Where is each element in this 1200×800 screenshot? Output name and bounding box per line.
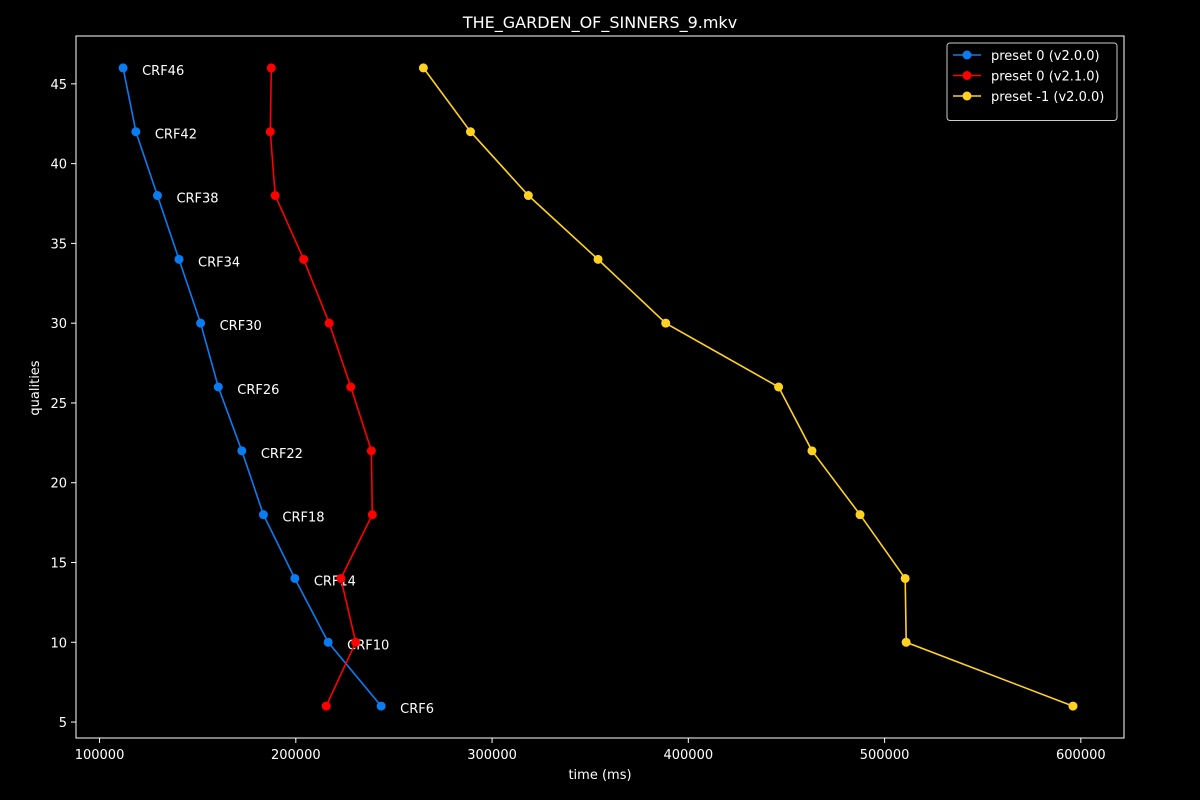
x-tick-label: 300000 bbox=[467, 748, 517, 763]
data-point bbox=[807, 446, 817, 456]
data-point bbox=[266, 63, 276, 73]
data-point bbox=[118, 63, 128, 73]
point-label: CRF42 bbox=[155, 128, 197, 143]
legend-label: preset 0 (v2.0.0) bbox=[991, 49, 1100, 64]
y-tick-label: 35 bbox=[50, 237, 67, 252]
data-point bbox=[258, 510, 268, 520]
y-tick-label: 40 bbox=[50, 158, 67, 173]
point-label: CRF34 bbox=[198, 255, 240, 270]
x-tick-label: 500000 bbox=[860, 748, 910, 763]
data-point bbox=[855, 510, 865, 520]
point-label: CRF30 bbox=[220, 319, 262, 334]
legend: preset 0 (v2.0.0) preset 0 (v2.1.0) preset… bbox=[946, 42, 1118, 121]
data-point bbox=[523, 191, 533, 201]
legend-label: preset -1 (v2.0.0) bbox=[991, 90, 1104, 105]
data-point bbox=[336, 573, 346, 583]
data-point bbox=[1068, 701, 1078, 711]
data-point bbox=[196, 318, 206, 328]
point-label: CRF6 bbox=[400, 702, 434, 717]
series-3 bbox=[418, 63, 1078, 711]
plot-frame bbox=[75, 35, 1125, 739]
data-point bbox=[237, 446, 247, 456]
series-1: CRF46 CRF42 CRF38 CRF34 CRF30 CRF26 CRF22 CRF18… bbox=[118, 63, 434, 717]
data-point bbox=[593, 254, 603, 264]
y-axis: 5 10 15 20 25 30 35 40 45 bbox=[50, 78, 76, 731]
data-point bbox=[324, 318, 334, 328]
data-point bbox=[213, 382, 223, 392]
data-point bbox=[367, 510, 377, 520]
y-tick-label: 30 bbox=[50, 317, 67, 332]
data-point bbox=[465, 127, 475, 137]
data-point bbox=[299, 254, 309, 264]
x-tick-label: 200000 bbox=[271, 748, 321, 763]
series-layer: CRF46 CRF42 CRF38 CRF34 CRF30 CRF26 CRF22 CRF18… bbox=[118, 63, 1078, 717]
point-label: CRF22 bbox=[261, 447, 303, 462]
data-point bbox=[152, 191, 162, 201]
data-point bbox=[270, 191, 280, 201]
data-point bbox=[351, 637, 361, 647]
data-point bbox=[346, 382, 356, 392]
data-point bbox=[174, 254, 184, 264]
y-tick-label: 25 bbox=[50, 397, 67, 412]
point-label: CRF38 bbox=[176, 192, 218, 207]
x-axis: 100000 200000 300000 400000 500000 600000 bbox=[75, 738, 1106, 763]
x-axis-label: time (ms) bbox=[568, 768, 631, 783]
y-tick-label: 15 bbox=[50, 557, 67, 572]
data-point bbox=[321, 701, 331, 711]
data-point bbox=[376, 701, 386, 711]
chart-title: THE_GARDEN_OF_SINNERS_9.mkv bbox=[462, 13, 737, 33]
y-tick-label: 45 bbox=[50, 78, 67, 93]
point-label: CRF18 bbox=[282, 511, 324, 526]
data-point bbox=[774, 382, 784, 392]
data-point bbox=[290, 573, 300, 583]
point-label: CRF14 bbox=[314, 574, 356, 589]
series-2 bbox=[265, 63, 377, 711]
legend-label: preset 0 (v2.1.0) bbox=[991, 70, 1100, 85]
y-axis-label: qualities bbox=[28, 360, 43, 415]
data-point bbox=[418, 63, 428, 73]
data-point bbox=[901, 637, 911, 647]
x-tick-label: 600000 bbox=[1056, 748, 1106, 763]
y-tick-label: 20 bbox=[50, 477, 67, 492]
legend-box bbox=[946, 42, 1118, 121]
data-point bbox=[131, 127, 141, 137]
data-point bbox=[265, 127, 275, 137]
x-tick-label: 100000 bbox=[75, 748, 125, 763]
legend-marker bbox=[962, 50, 972, 60]
y-tick-label: 10 bbox=[50, 636, 67, 651]
data-point bbox=[661, 318, 671, 328]
data-point bbox=[900, 573, 910, 583]
x-tick-label: 400000 bbox=[663, 748, 713, 763]
data-point bbox=[366, 446, 376, 456]
legend-marker bbox=[962, 71, 972, 80]
data-point bbox=[323, 637, 333, 647]
y-tick-label: 5 bbox=[59, 716, 67, 731]
point-label: CRF46 bbox=[142, 64, 184, 79]
point-label: CRF26 bbox=[237, 383, 279, 398]
legend-marker bbox=[962, 91, 972, 101]
